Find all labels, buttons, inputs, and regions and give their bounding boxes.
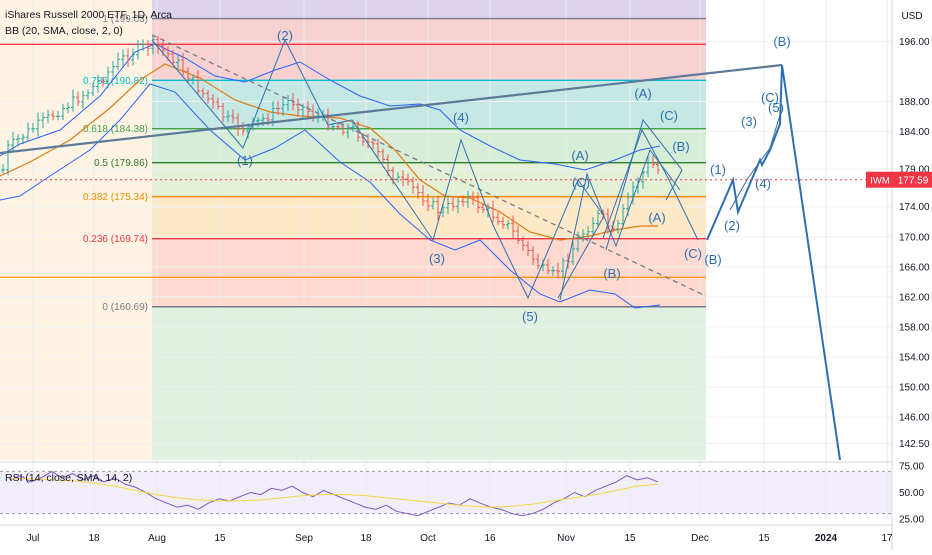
price-tick-label: 174.00 xyxy=(899,202,930,213)
wave-label: (B) xyxy=(773,34,790,49)
wave-label: (4) xyxy=(453,110,469,125)
last-price-badge xyxy=(894,171,932,188)
price-tick-label: 188.00 xyxy=(899,97,930,108)
fib-band xyxy=(152,162,706,197)
wave-label: (B) xyxy=(704,252,721,267)
dashed-channel-line xyxy=(151,34,707,297)
fib-level-label: 0.236 (169.74) xyxy=(83,234,148,245)
wave-path-abc xyxy=(605,118,683,251)
wave-label: (4) xyxy=(755,176,771,191)
time-tick-label: Nov xyxy=(557,533,575,544)
wave-label: (A) xyxy=(648,210,665,225)
time-tick-label: Sep xyxy=(295,533,313,544)
wave-label: (5) xyxy=(522,309,538,324)
time-tick-label: 16 xyxy=(484,533,496,544)
time-tick-label: 15 xyxy=(758,533,770,544)
currency-label: USD xyxy=(901,11,922,22)
last-price-label: 177.59 xyxy=(898,176,929,187)
fib-band xyxy=(152,196,706,239)
time-tick-label: 15 xyxy=(624,533,636,544)
rsi-band xyxy=(0,471,892,514)
fib-level-label: 1 (199.03) xyxy=(102,14,148,25)
time-tick-label: 18 xyxy=(360,533,372,544)
price-tick-label: 146.00 xyxy=(899,413,930,424)
fib-level-label: 0 (160.69) xyxy=(102,302,148,313)
bb-lower-line xyxy=(0,83,661,309)
time-tick-label: Dec xyxy=(691,533,709,544)
time-tick-label: Aug xyxy=(148,533,166,544)
fib-level-label: 0.5 (179.86) xyxy=(94,158,148,169)
time-tick-label: 15 xyxy=(214,533,226,544)
wave-label: (C) xyxy=(660,108,678,123)
wave-label: (B) xyxy=(672,139,689,154)
price-tick-label: 154.00 xyxy=(899,353,930,364)
price-tick-label: 179.00 xyxy=(899,165,930,176)
fib-band xyxy=(152,306,706,460)
rsi-indicator-label: RSI (14, close, SMA, 14, 2) xyxy=(5,472,133,484)
rsi-tick-label: 25.00 xyxy=(899,514,924,525)
price-tick-label: 196.00 xyxy=(899,37,930,48)
wave-label: (A) xyxy=(571,148,588,163)
wave-projection-path xyxy=(706,64,841,461)
wave-label: (3) xyxy=(741,114,757,129)
wave-label: (2) xyxy=(724,218,740,233)
wave-label: (B) xyxy=(603,266,620,281)
bb-upper-line xyxy=(0,43,661,171)
ticker-label: IWM xyxy=(870,176,890,187)
wave-label: (1) xyxy=(710,162,726,177)
time-tick-label: Oct xyxy=(420,533,436,544)
time-tick-label: 18 xyxy=(88,533,100,544)
fib-level-label: 0.618 (184.38) xyxy=(83,124,148,135)
price-tick-label: 158.00 xyxy=(899,322,930,333)
fib-band xyxy=(152,128,706,163)
wave-label: (2) xyxy=(277,28,293,43)
price-tick-label: 166.00 xyxy=(899,262,930,273)
rsi-tick-label: 75.00 xyxy=(899,462,924,473)
price-tick-label: 142.50 xyxy=(899,439,930,450)
fib-level-label: 0.786 (190.82) xyxy=(83,76,148,87)
time-tick-label: Jul xyxy=(27,533,40,544)
ticker-badge xyxy=(866,171,894,188)
wave-label: (A) xyxy=(634,86,651,101)
symbol-title: iShares Russell 2000 ETF, 1D, Arca xyxy=(5,9,172,21)
price-tick-label: 162.00 xyxy=(899,292,930,303)
wave-path-abc xyxy=(559,148,681,301)
wave-label: (C) xyxy=(572,175,590,190)
time-tick-label: 17 xyxy=(881,533,893,544)
price-tick-label: 184.00 xyxy=(899,127,930,138)
price-tick-label: 170.00 xyxy=(899,232,930,243)
wave-label: (5) xyxy=(768,100,784,115)
fib-band xyxy=(152,18,706,81)
bb-basis-line xyxy=(0,63,658,241)
wave-label: (1) xyxy=(237,153,253,168)
wave-projection-path xyxy=(729,114,781,211)
time-tick-label: 2024 xyxy=(815,533,838,544)
fib-band xyxy=(152,238,706,307)
left-shade xyxy=(0,0,152,460)
fib-level-label: 0.382 (175.34) xyxy=(83,192,148,203)
trend-line xyxy=(0,63,783,155)
wave-path-abc xyxy=(602,128,699,241)
wave-path-main xyxy=(151,38,605,300)
rsi-ma-line xyxy=(10,478,659,508)
wave-label: (C) xyxy=(761,90,779,105)
price-tick-label: 150.00 xyxy=(899,383,930,394)
wave-label: (3) xyxy=(429,251,445,266)
wave-label: (C) xyxy=(684,246,702,261)
bb-indicator-label: BB (20, SMA, close, 2, 0) xyxy=(5,25,123,37)
rsi-tick-label: 50.00 xyxy=(899,488,924,499)
fib-band xyxy=(152,0,706,19)
